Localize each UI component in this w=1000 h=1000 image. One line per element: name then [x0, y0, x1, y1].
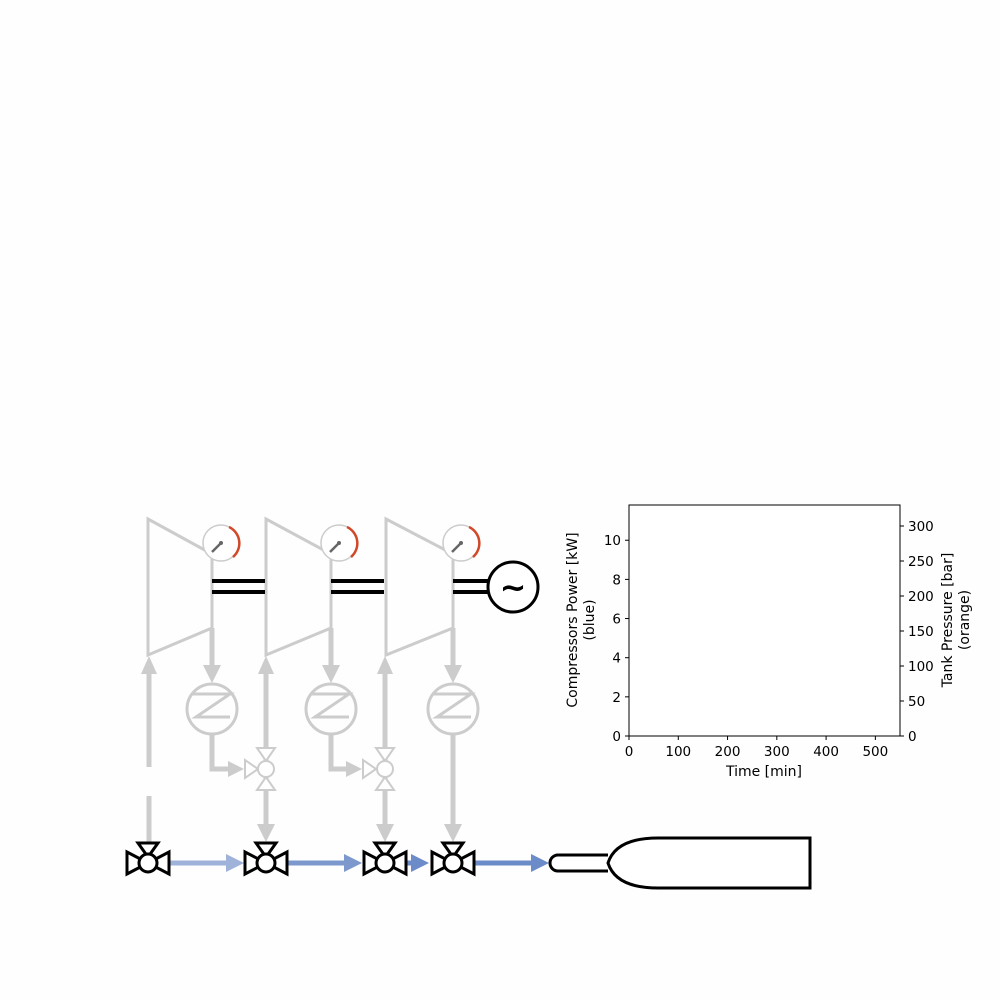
- header-valve-3: [362, 841, 408, 877]
- x-tick-label: 300: [764, 744, 790, 760]
- left-axis-note: (blue): [582, 599, 598, 640]
- header-valve-4: [430, 841, 476, 877]
- left-tick-label: 8: [612, 572, 621, 588]
- left-tick-label: 10: [604, 533, 621, 549]
- x-axis-label: Time [min]: [725, 764, 802, 780]
- x-tick-label: 200: [715, 744, 741, 760]
- gauge-1: [202, 524, 241, 562]
- active-flow-line: [170, 854, 549, 872]
- x-tick-label: 400: [813, 744, 839, 760]
- x-tick-label: 100: [665, 744, 691, 760]
- tank-body: [606, 836, 812, 890]
- drive-shaft: [212, 579, 489, 594]
- x-tick-label: 500: [862, 744, 888, 760]
- inactive-piping: [146, 628, 456, 842]
- left-tick-label: 0: [612, 729, 621, 745]
- gauge-2: [320, 524, 359, 562]
- tank-neck: [548, 853, 608, 873]
- storage-tank: [548, 836, 812, 890]
- power-pressure-chart: 0 100 200 300 400 500 0 2 4 6 8 10 0 50 100 150 200 250…: [565, 504, 973, 780]
- left-tick-label: 2: [612, 690, 621, 706]
- right-tick-label: 50: [908, 694, 925, 710]
- intercooler-1: [185, 682, 239, 736]
- right-axis-note: (orange): [957, 590, 973, 650]
- right-tick-label: 150: [908, 624, 934, 640]
- inactive-arrowheads: [141, 656, 462, 842]
- right-tick-label: 100: [908, 659, 934, 675]
- generator-icon: ~: [500, 568, 527, 606]
- left-tick-label: 4: [612, 651, 621, 667]
- x-tick-label: 0: [625, 744, 634, 760]
- right-tick-label: 300: [908, 519, 934, 535]
- right-axis-label: Tank Pressure [bar]: [940, 553, 956, 689]
- left-tick-label: 6: [612, 612, 621, 628]
- left-axis-label: Compressors Power [kW]: [565, 532, 581, 707]
- left-axis-ticks: 0 2 4 6 8 10: [604, 533, 629, 745]
- intercooler-3: [426, 682, 480, 736]
- bypass-valve-2: [362, 747, 396, 791]
- intercoolers: [185, 682, 480, 736]
- plot-frame: [628, 504, 901, 737]
- right-axis-ticks: 0 50 100 150 200 250 300: [900, 519, 934, 745]
- right-tick-label: 250: [908, 554, 934, 570]
- right-tick-label: 200: [908, 589, 934, 605]
- x-axis-ticks: 0 100 200 300 400 500: [625, 736, 888, 760]
- header-valve-1: [125, 841, 171, 877]
- inactive-valves: [244, 747, 396, 791]
- motor-generator: ~: [486, 560, 540, 614]
- compressor-stage-1: [146, 516, 214, 658]
- gauge-3: [442, 524, 481, 562]
- bypass-valve-1: [244, 747, 277, 791]
- header-valve-2: [243, 841, 289, 877]
- header-valves: [125, 841, 476, 877]
- right-tick-label: 0: [908, 729, 917, 745]
- compressor-stages: [146, 516, 455, 658]
- intercooler-2: [304, 682, 358, 736]
